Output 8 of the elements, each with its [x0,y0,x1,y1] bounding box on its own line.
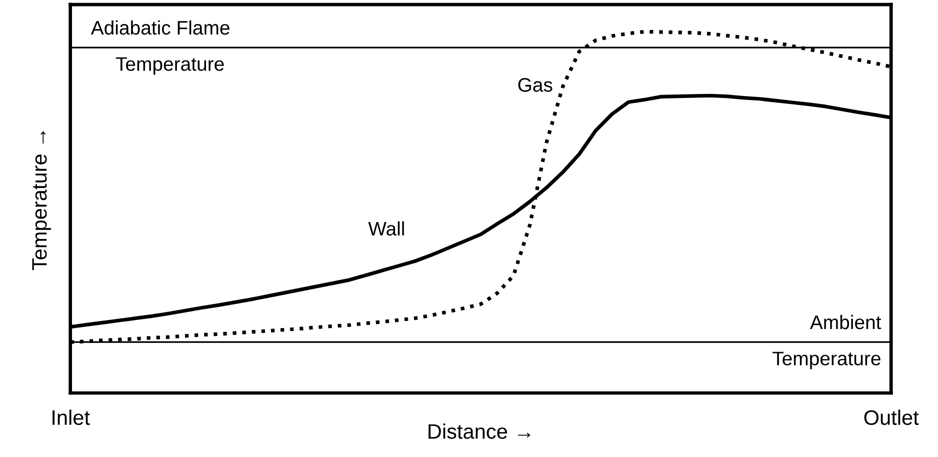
ref-line-label: Adiabatic Flame Temperature [90,20,230,75]
x-axis-title: Distance → [428,424,530,439]
series-label: Gas [518,78,552,92]
series-label: Wall [368,221,404,236]
ref-line-label: Ambient Temperature [772,314,882,370]
y-axis-title: Temperature → [32,131,51,270]
x-tick-label: Inlet [52,410,90,425]
x-tick-label: Outlet [864,410,919,425]
